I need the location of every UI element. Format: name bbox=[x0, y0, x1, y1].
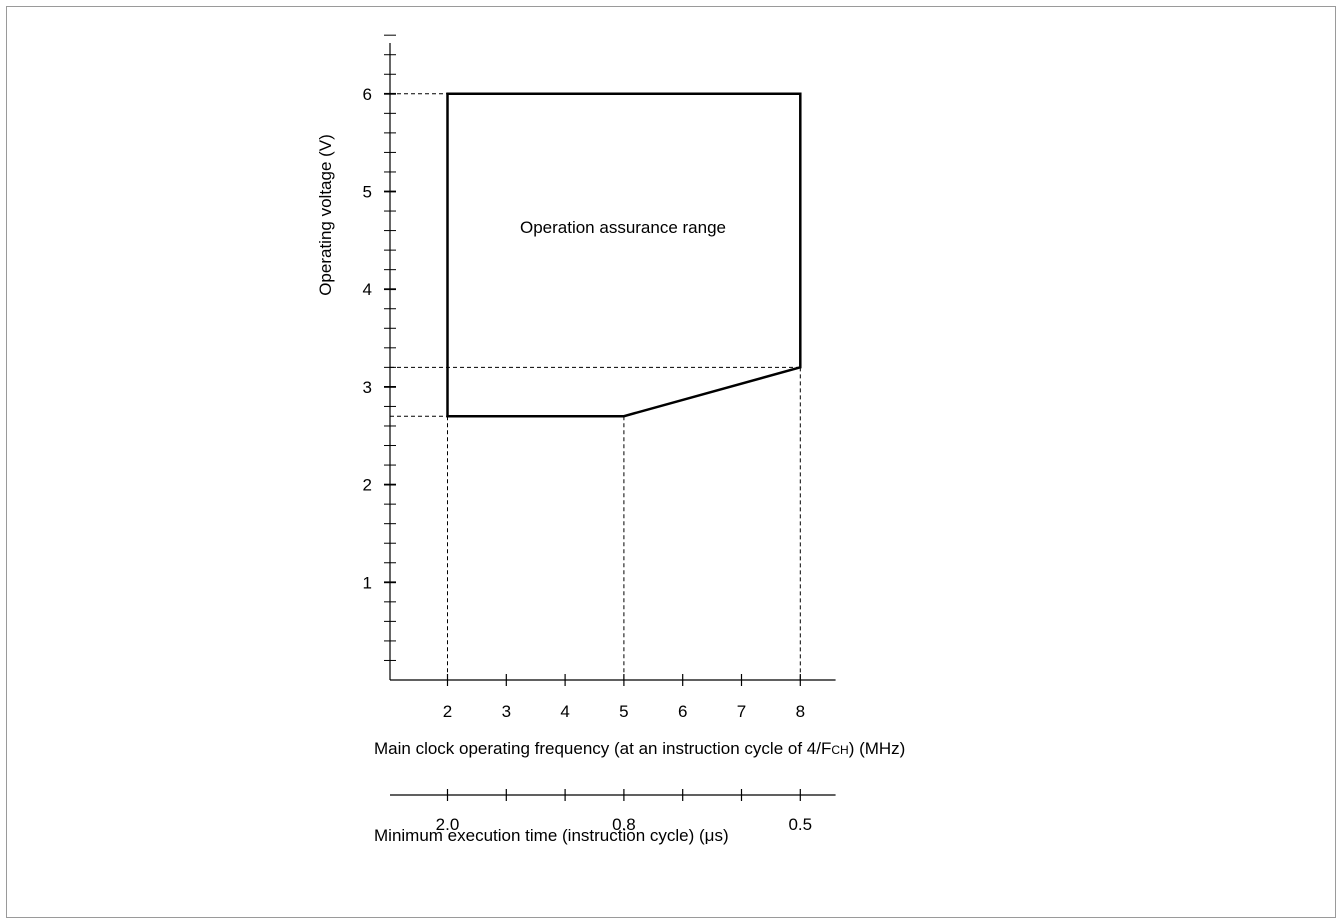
secondary-tick-label: 0.8 bbox=[612, 815, 636, 834]
x-tick-label: 2 bbox=[443, 702, 452, 721]
chart-axes: 1 2 3 4 5 6 2 3 4 5 6 7 8 2.0 0.8 0.5 bbox=[363, 34, 836, 834]
secondary-tick-label: 2.0 bbox=[436, 815, 460, 834]
operation-region bbox=[446, 92, 802, 418]
y-tick-label: 5 bbox=[363, 183, 372, 202]
x-tick-label: 4 bbox=[560, 702, 569, 721]
y-tick-label: 1 bbox=[363, 573, 372, 592]
region-label: Operation assurance range bbox=[520, 218, 726, 237]
secondary-axis-label: Minimum execution time (instruction cycl… bbox=[374, 826, 729, 845]
y-tick-label: 4 bbox=[363, 280, 372, 299]
x-tick-label: 7 bbox=[737, 702, 746, 721]
chart-labels: Operating voltage (V) Main clock operati… bbox=[316, 134, 905, 845]
operation-region-group bbox=[446, 92, 802, 418]
figure-frame bbox=[6, 6, 1336, 918]
guide-lines bbox=[390, 93, 801, 680]
y-tick-label: 2 bbox=[363, 476, 372, 495]
x-tick-label: 3 bbox=[502, 702, 511, 721]
secondary-tick-label: 0.5 bbox=[788, 815, 812, 834]
y-tick-label: 3 bbox=[363, 378, 372, 397]
x-tick-label: 5 bbox=[619, 702, 628, 721]
y-tick-label: 6 bbox=[363, 85, 372, 104]
x-tick-label: 6 bbox=[678, 702, 687, 721]
y-axis-label: Operating voltage (V) bbox=[316, 134, 335, 296]
x-tick-label: 8 bbox=[796, 702, 805, 721]
x-axis-label: Main clock operating frequency (at an in… bbox=[374, 739, 905, 758]
